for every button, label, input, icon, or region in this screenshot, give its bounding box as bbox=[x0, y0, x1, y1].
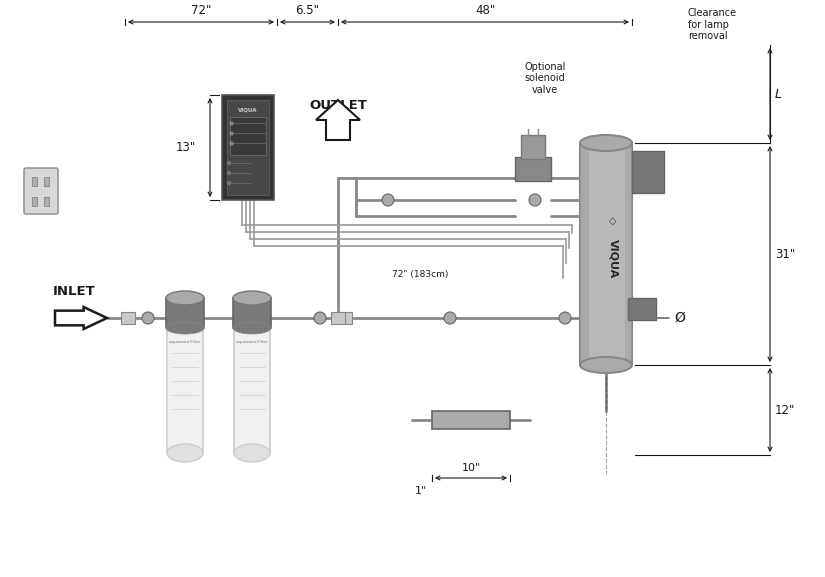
Text: 6.5": 6.5" bbox=[295, 4, 319, 17]
Bar bbox=[44, 177, 49, 186]
FancyBboxPatch shape bbox=[24, 168, 58, 214]
Circle shape bbox=[227, 161, 231, 165]
Bar bbox=[580, 143, 589, 365]
Text: VIQUA: VIQUA bbox=[608, 239, 618, 278]
Bar bbox=[44, 197, 49, 206]
Circle shape bbox=[227, 181, 231, 185]
Text: 48": 48" bbox=[475, 4, 495, 17]
Text: L: L bbox=[775, 88, 782, 100]
Text: INLET: INLET bbox=[53, 285, 96, 298]
Bar bbox=[515, 157, 551, 181]
Bar bbox=[227, 100, 269, 195]
Ellipse shape bbox=[167, 444, 203, 462]
Bar bbox=[222, 95, 274, 200]
Circle shape bbox=[227, 171, 231, 175]
Bar bbox=[338, 312, 352, 324]
Bar bbox=[331, 312, 345, 324]
Text: 31": 31" bbox=[775, 248, 795, 260]
Text: Clearance
for lamp
removal: Clearance for lamp removal bbox=[688, 8, 737, 41]
Text: 10": 10" bbox=[461, 463, 481, 473]
Text: ◇: ◇ bbox=[609, 216, 617, 226]
Text: aquasana Filter: aquasana Filter bbox=[169, 340, 200, 344]
Bar bbox=[580, 143, 632, 365]
Text: 12": 12" bbox=[775, 403, 795, 417]
Bar bbox=[121, 312, 135, 324]
Circle shape bbox=[559, 312, 571, 324]
Circle shape bbox=[314, 312, 326, 324]
Ellipse shape bbox=[166, 322, 204, 334]
Ellipse shape bbox=[233, 322, 271, 334]
Bar bbox=[32, 177, 37, 186]
Bar bbox=[432, 411, 510, 429]
Circle shape bbox=[529, 194, 541, 206]
Text: Optional
solenoid
valve: Optional solenoid valve bbox=[525, 62, 566, 95]
Text: 72" (183cm): 72" (183cm) bbox=[392, 271, 448, 279]
Bar bbox=[167, 328, 203, 453]
Bar bbox=[230, 117, 266, 155]
Bar bbox=[166, 298, 204, 328]
Ellipse shape bbox=[580, 135, 632, 151]
Polygon shape bbox=[55, 307, 107, 329]
Ellipse shape bbox=[234, 444, 270, 462]
Text: 1": 1" bbox=[415, 486, 427, 496]
Text: Ø: Ø bbox=[674, 311, 685, 325]
Circle shape bbox=[142, 312, 154, 324]
Text: aquasana Filter: aquasana Filter bbox=[236, 340, 268, 344]
Circle shape bbox=[382, 194, 394, 206]
Bar bbox=[32, 197, 37, 206]
Bar bbox=[632, 151, 664, 193]
Text: 72": 72" bbox=[191, 4, 211, 17]
Bar bbox=[521, 135, 545, 159]
Ellipse shape bbox=[580, 357, 632, 373]
Ellipse shape bbox=[233, 291, 271, 305]
Text: 13": 13" bbox=[176, 141, 196, 154]
Text: VIQUA: VIQUA bbox=[238, 107, 257, 113]
Bar bbox=[233, 298, 271, 328]
Bar bbox=[625, 143, 632, 365]
Bar bbox=[628, 298, 656, 320]
Bar bbox=[234, 328, 270, 453]
Polygon shape bbox=[316, 100, 360, 140]
Ellipse shape bbox=[166, 291, 204, 305]
Text: OUTLET: OUTLET bbox=[309, 99, 367, 112]
Circle shape bbox=[444, 312, 456, 324]
